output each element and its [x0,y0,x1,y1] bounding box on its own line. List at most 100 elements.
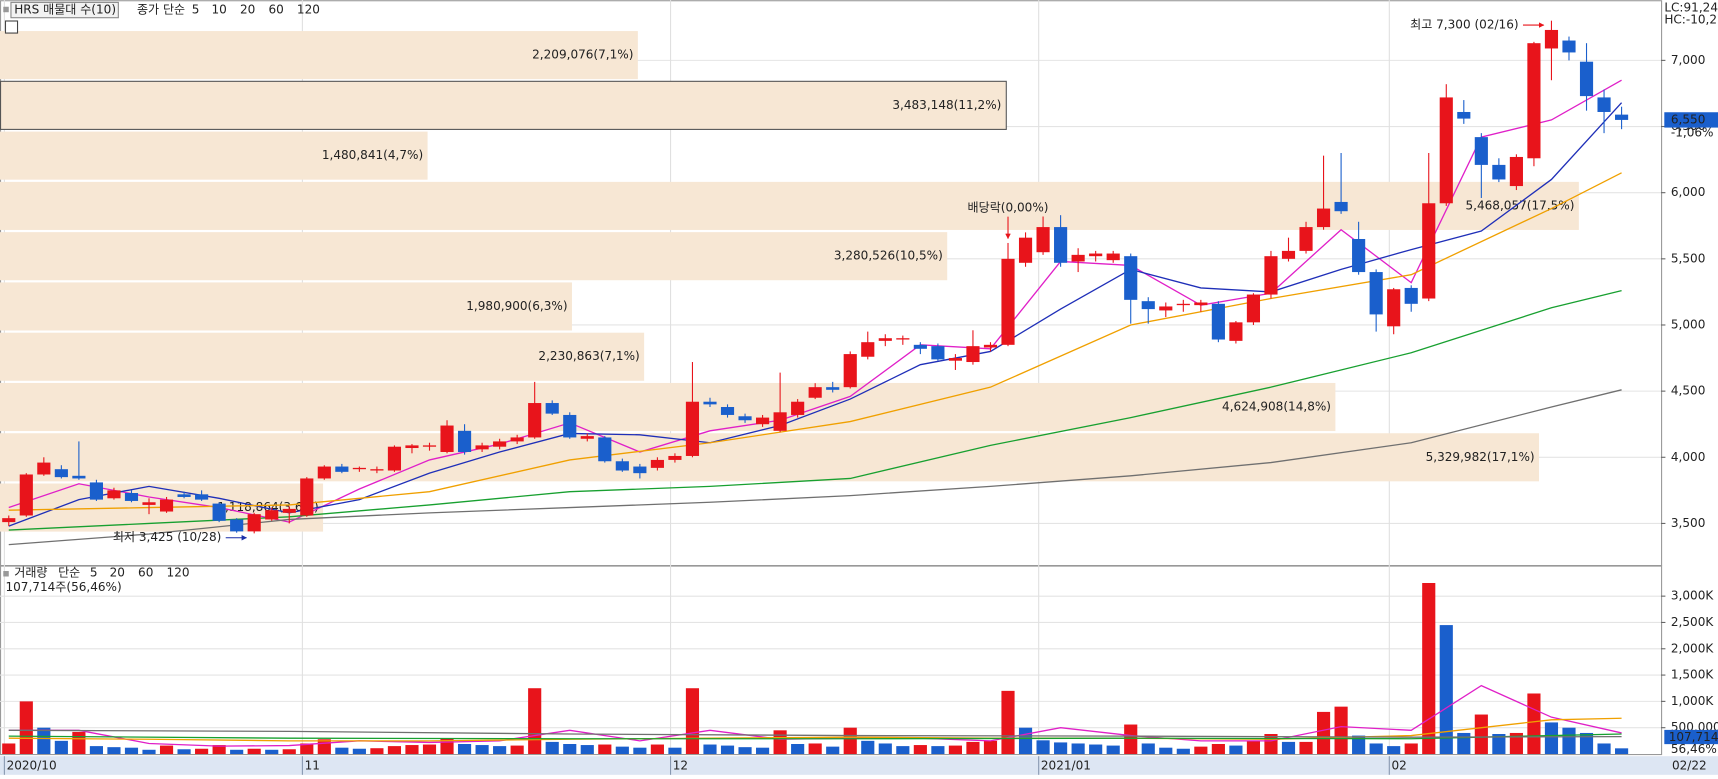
candle-body [1194,302,1208,306]
candle-body [966,346,980,363]
volume-bar [72,731,86,754]
candle-body [896,338,910,340]
candle-body [826,387,840,390]
volume-panel [0,565,1663,756]
volume-bar [1054,742,1068,754]
x-tick-label: 02 [1391,759,1406,773]
volume-bar [756,747,770,754]
price-ma-line [8,79,1622,523]
volume-ma-line [8,729,1622,738]
volume-bar [247,748,261,754]
candle-body [1439,97,1453,204]
volume-bar [948,745,962,754]
volume-bar [861,740,875,754]
volume-bar [1562,727,1576,754]
candle-body [1229,322,1243,341]
candle-body [19,474,33,516]
volume-bar [703,744,717,754]
candle-body [1054,227,1068,263]
header-marker [3,571,9,577]
x-tick-label: 2021/01 [1041,759,1091,773]
y-tick-label: 7,000 [1671,53,1706,67]
candle-body [668,455,682,460]
legend-entry: 20 [240,3,255,17]
candle-body [931,346,945,360]
volume-bar [195,748,209,754]
last-volume-box [1664,729,1718,745]
current-date: 02/22 [1672,759,1707,773]
legend-entry: 5 [90,566,98,580]
candle-body [1141,301,1155,310]
candle-body [983,344,998,348]
volume-bar [1509,732,1523,754]
candle-body [738,416,752,421]
profile-label: 3,483,148(11,2%) [892,98,1001,112]
volume-bar [1229,745,1243,754]
candle-body [54,469,68,478]
candle-body [212,503,226,521]
candle-body [493,441,507,447]
volume-bar [685,688,700,754]
y-tick-label: 3,500 [1671,516,1706,530]
volume-bar [457,744,472,754]
candle-body [2,518,16,523]
x-tick-label: 12 [673,759,688,773]
y-tick-label: 2,000K [1671,641,1714,655]
candle-body [1422,203,1436,299]
profile-label: 5,329,982(17,1%) [1426,450,1535,464]
volume-bar [1211,744,1225,754]
candle-body [1509,156,1523,187]
profile-label: 2,209,076(7,1%) [532,48,633,62]
profile-label: 1,480,841(4,7%) [322,148,423,162]
volume-bar [1352,735,1366,754]
candle-body [720,407,735,415]
legend-entry: 120 [297,3,320,17]
candle-body [457,430,472,452]
candle-body [1316,208,1331,228]
volume-bar [422,744,437,754]
volume-bar [1597,743,1611,754]
legend-entry: 120 [167,566,190,580]
candle-body [1159,306,1173,311]
candle-body [1544,29,1559,49]
volume-bar [1439,625,1453,754]
candle-body [843,354,857,388]
header-marker [3,6,9,13]
y-tick-label: 2,500K [1671,615,1714,629]
candle-body [1562,40,1576,53]
table-icon [4,20,19,34]
volume-bar [387,746,402,754]
volume-bar [2,743,16,754]
volume-bar [1544,722,1559,754]
volume-bar [1141,743,1155,754]
volume-bar [598,744,612,754]
candle-body [405,445,419,449]
candle-body [685,401,700,456]
candle-body [317,466,331,479]
volume-bar [124,747,139,754]
volume-bar [1387,746,1401,754]
volume-bar [1176,748,1190,754]
candle-body [440,425,454,452]
profile-bar [0,131,428,180]
candle-body [335,466,349,472]
candle-body [1597,97,1611,112]
candle-body [265,510,279,520]
volume-bar [265,749,279,754]
candle-body [124,493,139,501]
volume-bar [1159,747,1173,754]
candle-body [72,475,86,479]
volume-bar [738,747,752,754]
date-strip [0,756,1718,775]
volume-bar [720,745,735,754]
candle-body [37,462,51,475]
title: HRS 매물대 수(10) [14,3,116,17]
volume-bar [773,730,787,754]
last-volume-pct: 56,46% [1671,742,1717,756]
volume-bar [545,741,559,754]
profile-bar [0,282,572,331]
volume-bar [843,727,857,754]
volume-bar [352,748,366,754]
candle-body [230,519,244,532]
